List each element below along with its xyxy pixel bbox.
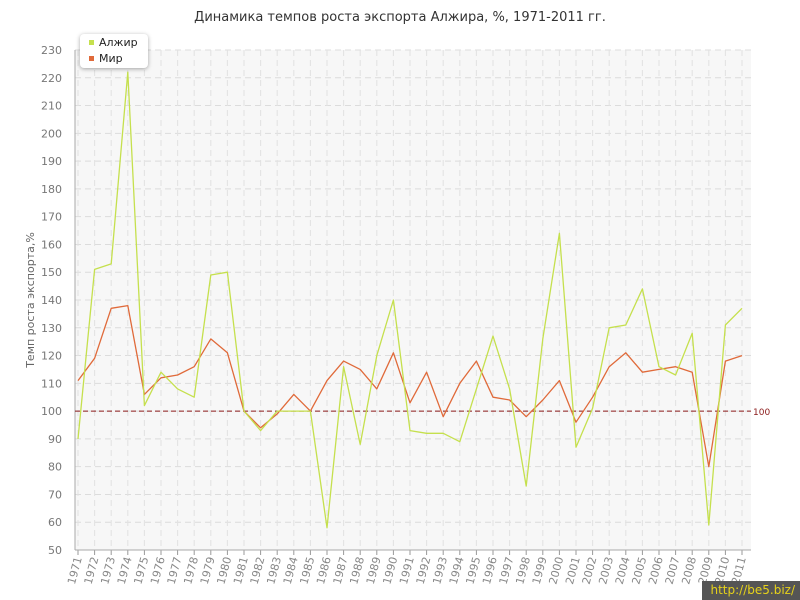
y-tick-label: 120 [41, 350, 62, 363]
legend-label-world: Мир [99, 52, 123, 65]
legend-swatch-world [89, 55, 94, 61]
y-tick-label: 80 [48, 461, 62, 474]
y-axis-title: Темп роста экспорта,% [24, 232, 37, 369]
y-tick-label: 50 [48, 544, 62, 557]
legend-item-world[interactable]: Мир [89, 52, 123, 66]
y-tick-label: 190 [41, 155, 62, 168]
y-tick-label: 150 [41, 266, 62, 279]
y-tick-label: 110 [41, 377, 62, 390]
y-tick-label: 200 [41, 127, 62, 140]
y-tick-label: 140 [41, 294, 62, 307]
legend-label-algeria: Алжир [99, 36, 138, 49]
y-tick-label: 160 [41, 238, 62, 251]
y-tick-label: 100 [41, 405, 62, 418]
y-tick-label: 170 [41, 211, 62, 224]
reference-line-group: 100 [75, 408, 770, 418]
y-tick-label: 180 [41, 183, 62, 196]
y-tick-label: 60 [48, 516, 62, 529]
grid-lines [75, 49, 751, 550]
y-tick-label: 70 [48, 488, 62, 501]
chart-title: Динамика темпов роста экспорта Алжира, %… [194, 10, 606, 25]
reference-line-label: 100 [753, 408, 770, 418]
y-tick-label: 90 [48, 433, 62, 446]
series-group [77, 71, 743, 529]
y-tick-label: 220 [41, 72, 62, 85]
y-tick-label: 210 [41, 100, 62, 113]
legend: Алжир Мир [80, 34, 148, 68]
watermark-link[interactable]: http://be5.biz/ [702, 581, 800, 600]
y-tick-label: 230 [41, 44, 62, 57]
legend-item-algeria[interactable]: Алжир [89, 36, 138, 50]
legend-swatch-algeria [89, 39, 94, 45]
y-tick-label: 130 [41, 322, 62, 335]
